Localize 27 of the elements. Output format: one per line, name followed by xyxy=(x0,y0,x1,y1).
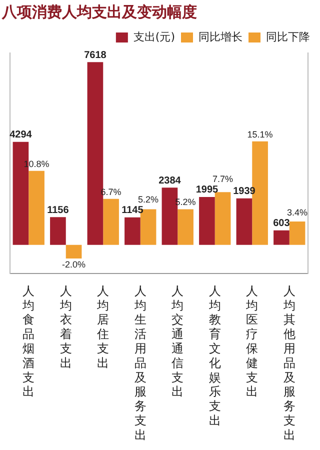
legend-label: 同比增长 xyxy=(198,30,242,44)
data-label: 603 xyxy=(273,218,290,230)
bar xyxy=(66,244,82,259)
chart-title: 八项消费人均支出及变动幅度 xyxy=(1,2,197,21)
data-label: 4294 xyxy=(10,130,32,141)
category-label: 人均其他用品及服务支出 xyxy=(283,284,296,442)
data-label: 2384 xyxy=(158,175,182,186)
data-label: 3.4% xyxy=(287,207,308,218)
category-label: 人均教育文化娱乐支出 xyxy=(208,284,221,428)
x-tick-label: 人均医疗保健支出 xyxy=(245,284,258,399)
data-label: 7.7% xyxy=(212,174,234,184)
x-tick-label: 人均居住支出 xyxy=(96,284,110,370)
bar xyxy=(50,217,66,245)
legend-label: 支出(元) xyxy=(133,30,176,44)
data-label: 5.2% xyxy=(138,194,159,204)
data-label: -2.0% xyxy=(62,260,86,270)
category-label: 人均生活用品及服务支出 xyxy=(134,284,146,442)
x-tick-label: 人均交通通信支出 xyxy=(170,284,184,399)
data-label: 1156 xyxy=(47,204,70,216)
legend-label: 同比下降 xyxy=(266,30,310,44)
data-label: 1995 xyxy=(196,184,219,196)
data-label: 15.1% xyxy=(247,129,273,140)
data-label: 1145 xyxy=(122,205,144,216)
bar xyxy=(103,198,119,245)
x-tick-label: 人均食品烟酒支出 xyxy=(22,284,35,399)
data-label: 7618 xyxy=(84,50,107,61)
x-tick-label: 人均衣着支出 xyxy=(58,284,72,370)
